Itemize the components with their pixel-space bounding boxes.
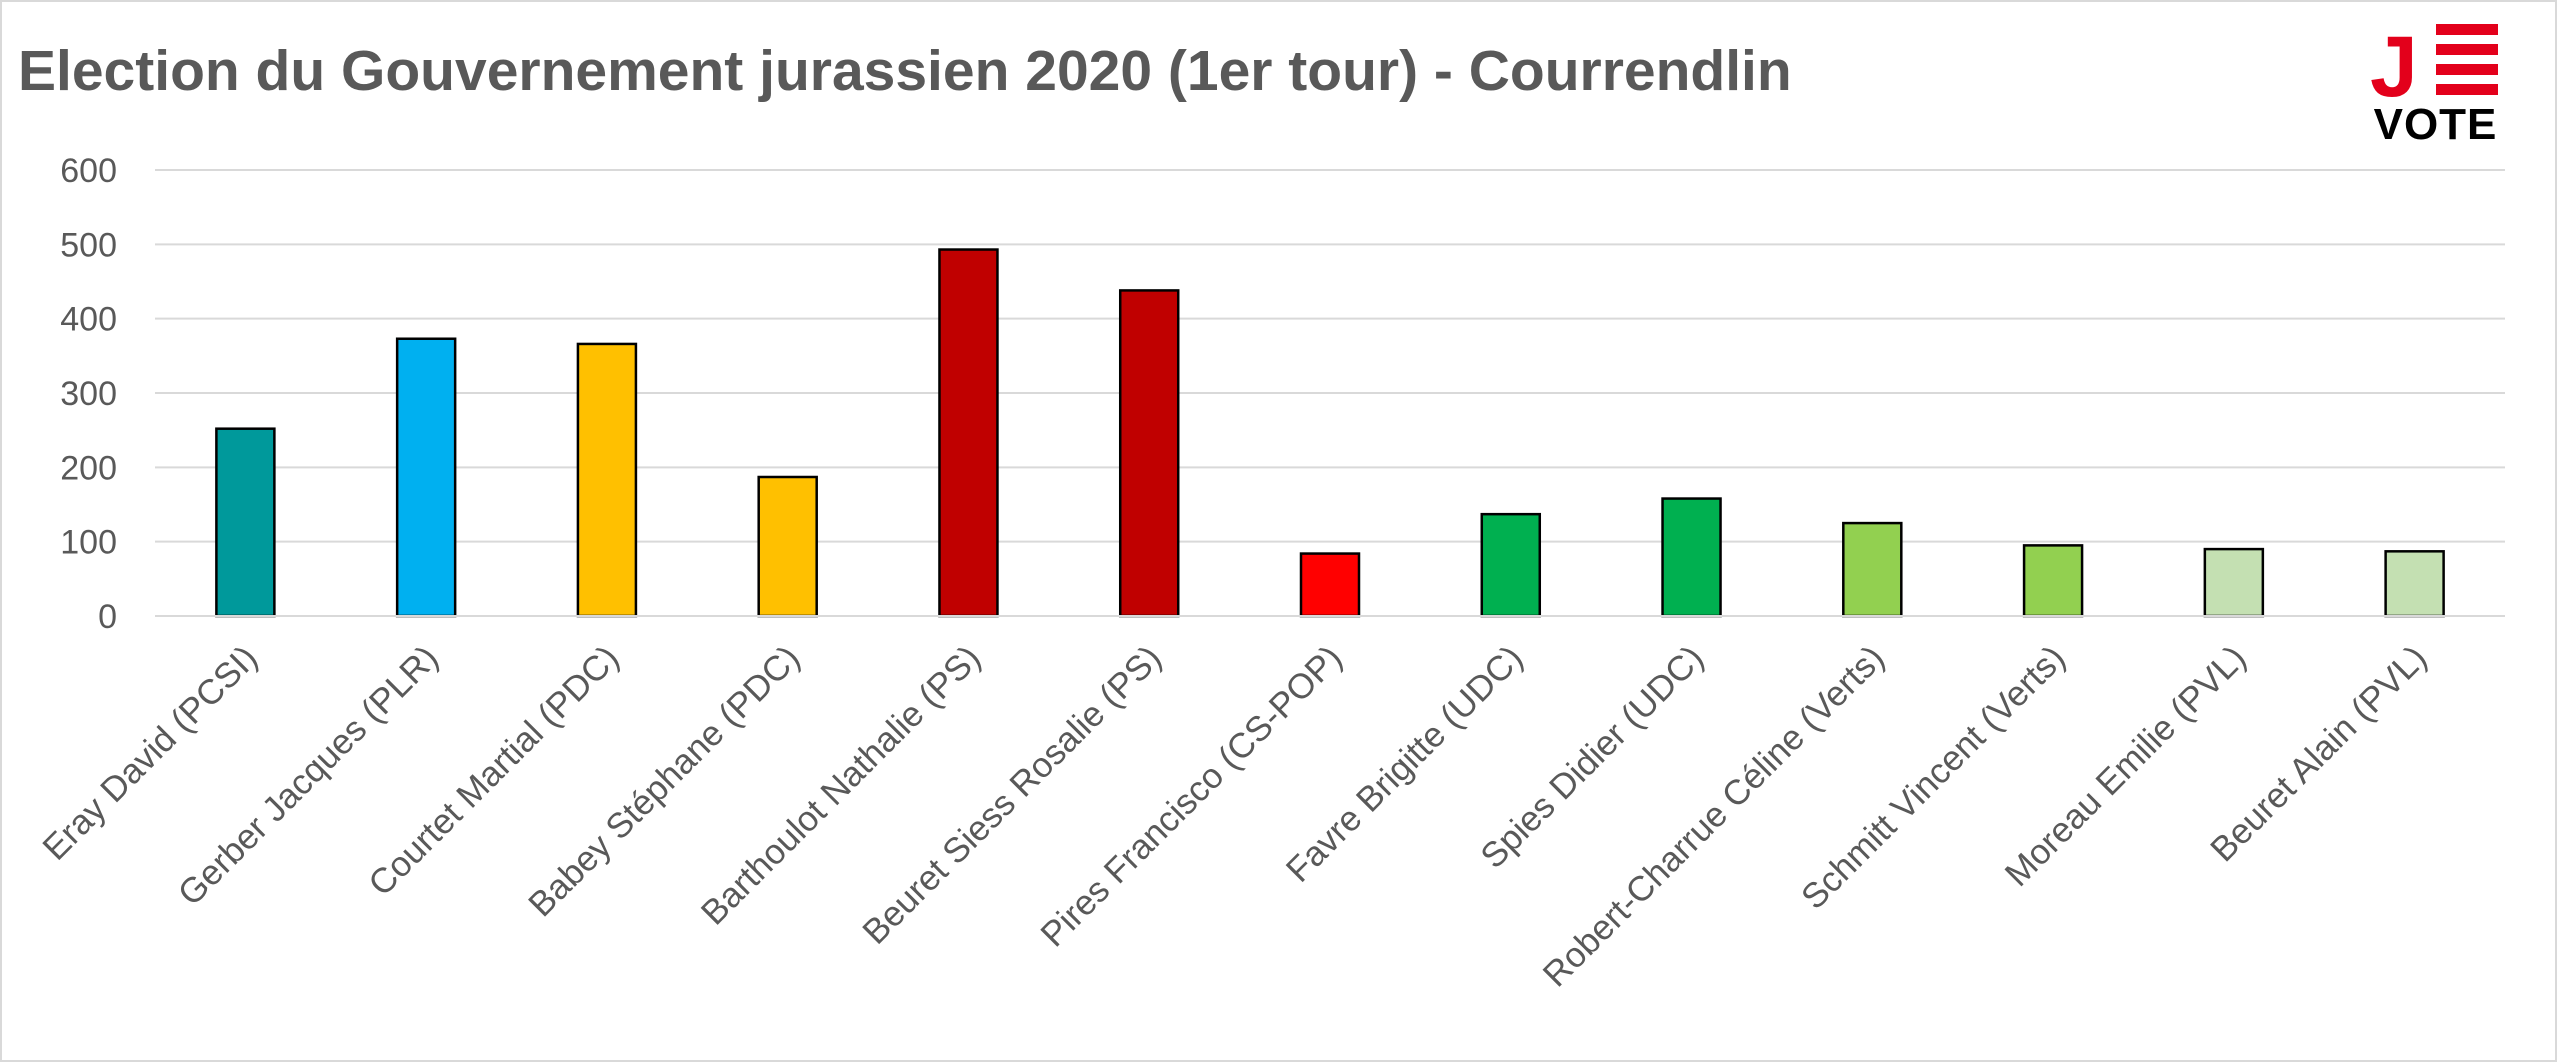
y-tick-label: 600: [60, 152, 117, 190]
bar: [1480, 512, 1542, 618]
y-tick-label: 300: [60, 375, 117, 413]
x-tick-label: Pires Francisco (CS-POP): [1033, 638, 1349, 954]
bar: [1299, 552, 1361, 618]
gridlines: [155, 169, 2505, 543]
y-tick-label: 200: [60, 449, 117, 487]
logo-letter: J: [2370, 22, 2418, 115]
bar: [2022, 544, 2084, 618]
y-tick-label: 0: [98, 598, 117, 636]
bar: [2384, 550, 2445, 618]
y-tick-label: 100: [60, 524, 117, 562]
je-vote-logo: J: [2370, 22, 2498, 115]
y-tick-label: 500: [60, 226, 117, 264]
x-tick-label: Robert-Charrue Céline (Verts): [1536, 638, 1892, 994]
y-axis-ticks: 0 100 200 300 400 500 600: [60, 152, 117, 636]
logo-vote-text: VOTE: [2373, 100, 2498, 149]
bar: [1118, 289, 1180, 618]
bar: [757, 475, 818, 618]
chart-title: Election du Gouvernement jurassien 2020 …: [18, 39, 1792, 103]
x-axis-labels: Eray David (PCSI)Gerber Jacques (PLR)Cou…: [35, 638, 2434, 994]
bar: [1842, 521, 1903, 618]
bar: [1661, 497, 1722, 618]
y-tick-label: 400: [60, 301, 117, 339]
bar: [2203, 547, 2265, 618]
bar: [215, 427, 276, 618]
x-tick-label: Beuret Siess Rosalie (PS): [855, 638, 1169, 952]
bars: [215, 248, 2445, 618]
bar: [938, 248, 999, 618]
bar: [395, 337, 457, 618]
bar: [576, 342, 638, 618]
